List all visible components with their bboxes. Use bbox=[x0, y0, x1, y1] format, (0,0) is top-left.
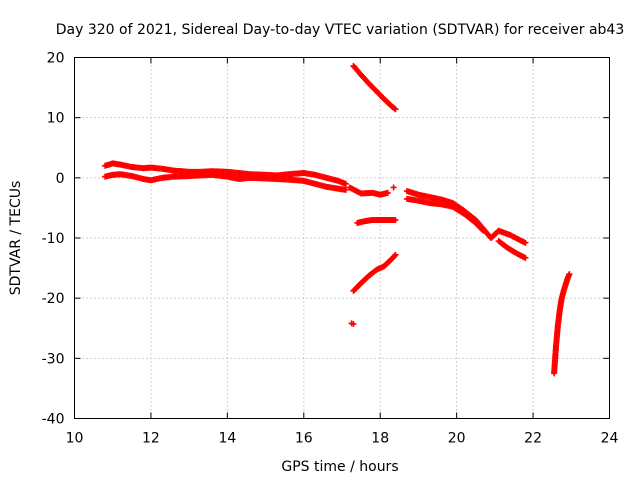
data-point-lower-rising-arc bbox=[391, 252, 398, 259]
grid-lines bbox=[74, 57, 610, 419]
data-point-final-steep-rise bbox=[566, 271, 573, 278]
chart-title: Day 320 of 2021, Sidereal Day-to-day VTE… bbox=[56, 22, 625, 38]
data-point-post-gap-band bbox=[384, 189, 391, 196]
y-tick-label: -40 bbox=[42, 412, 65, 428]
x-tick-label: 14 bbox=[218, 431, 236, 447]
data-point-late-lower-branch bbox=[522, 254, 529, 261]
x-tick-label: 10 bbox=[66, 431, 84, 447]
data-point-evening-descent-lower bbox=[479, 226, 486, 233]
data-point-outliers bbox=[390, 184, 397, 191]
x-tick-label: 18 bbox=[371, 431, 389, 447]
y-tick-label: -10 bbox=[42, 231, 65, 247]
y-tick-label: 20 bbox=[47, 51, 65, 67]
data-point-flat-segment bbox=[392, 216, 399, 223]
x-tick-label: 16 bbox=[295, 431, 313, 447]
y-tick-label: -30 bbox=[42, 351, 65, 367]
data-point-evening-descent-lower bbox=[480, 227, 487, 234]
data-point-upper-descending-arc bbox=[392, 106, 399, 113]
x-tick-label: 22 bbox=[524, 431, 542, 447]
data-point-lower-rising-arc bbox=[392, 251, 399, 258]
x-tick-label: 20 bbox=[448, 431, 466, 447]
x-axis-label: GPS time / hours bbox=[281, 459, 398, 475]
data-points bbox=[102, 62, 573, 377]
x-tick-label: 24 bbox=[601, 431, 619, 447]
y-axis-label: SDTVAR / TECUs bbox=[8, 181, 24, 296]
axis-ticks: 10 12 14 16 18 20 22 24 -40 -30 -20 -10 0 10 20 bbox=[42, 51, 619, 447]
y-tick-label: -20 bbox=[42, 291, 65, 307]
y-tick-label: 10 bbox=[47, 111, 65, 127]
data-point-main-band-upper bbox=[342, 180, 349, 187]
y-tick-label: 0 bbox=[56, 171, 65, 187]
data-point-outliers bbox=[350, 321, 357, 328]
data-point-main-band-lower bbox=[342, 186, 349, 193]
data-point-evening-descent bbox=[522, 239, 529, 246]
x-tick-label: 12 bbox=[142, 431, 160, 447]
